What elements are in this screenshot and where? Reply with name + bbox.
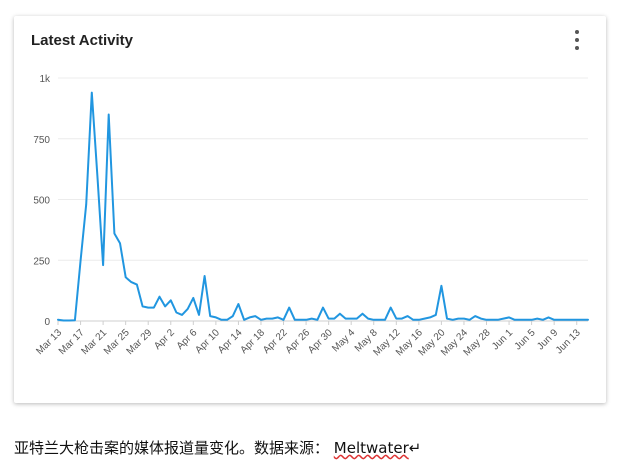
x-tick-label: Apr 14 [216,327,245,356]
x-tick-label: Jun 13 [554,327,583,356]
card-title: Latest Activity [31,32,133,49]
caption-source: Meltwater [333,439,409,457]
y-tick-label: 1k [39,74,51,85]
more-vert-icon[interactable] [572,30,582,50]
menu-dot [575,46,579,50]
menu-dot [575,30,579,34]
caption-text: 亚特兰大枪击案的媒体报道量变化。数据来源： [14,439,334,457]
x-tick-label: Apr 22 [261,327,290,356]
return-mark-icon: ↵ [408,439,422,457]
x-tick-label: Jun 5 [513,327,538,352]
x-tick-label: Mar 29 [125,327,155,357]
x-tick-label: Apr 2 [152,327,177,352]
x-tick-label: Apr 18 [238,327,267,356]
x-tick-label: Jun 1 [490,327,515,352]
y-tick-label: 500 [33,196,50,207]
menu-dot [575,38,579,42]
y-tick-label: 0 [44,317,50,328]
figure-caption: 亚特兰大枪击案的媒体报道量变化。数据来源： Meltwater↵ [14,437,421,458]
y-tick-label: 750 [33,135,50,146]
x-tick-label: Apr 10 [193,327,222,356]
x-tick-label: May 4 [330,327,357,354]
y-tick-label: 250 [33,256,50,267]
activity-card: Latest Activity 0 250 500 750 1k Mar 13 Mar 17… [14,16,606,403]
x-tick-label: Apr 30 [306,327,335,356]
activity-series-line [57,91,589,322]
